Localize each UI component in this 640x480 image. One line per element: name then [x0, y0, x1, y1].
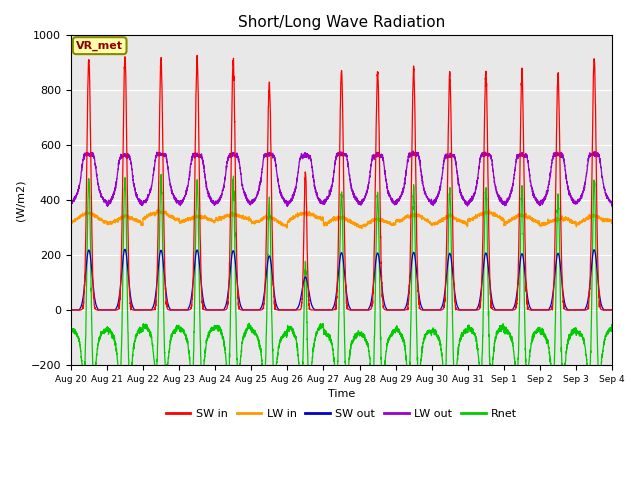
LW in	[609, 217, 616, 223]
SW in	[67, 307, 75, 313]
Rnet	[67, 329, 75, 335]
LW in	[156, 207, 163, 213]
SW out	[493, 307, 501, 313]
Rnet	[321, 330, 329, 336]
SW out	[463, 307, 470, 313]
Rnet	[433, 332, 441, 337]
Line: Rnet: Rnet	[71, 174, 612, 386]
SW in	[433, 307, 441, 313]
Line: SW out: SW out	[71, 249, 612, 310]
LW in	[358, 226, 366, 231]
SW out	[67, 307, 75, 313]
Rnet	[608, 324, 616, 329]
Text: VR_met: VR_met	[76, 40, 123, 51]
SW out	[121, 246, 129, 252]
LW out	[609, 201, 616, 206]
SW in	[193, 52, 201, 58]
Rnet	[609, 324, 616, 329]
X-axis label: Time: Time	[328, 389, 355, 399]
SW out	[608, 307, 616, 313]
Rnet	[369, 384, 376, 389]
Line: LW out: LW out	[71, 151, 612, 206]
LW out	[284, 204, 291, 209]
LW out	[409, 148, 417, 154]
LW out	[433, 196, 441, 202]
Title: Short/Long Wave Radiation: Short/Long Wave Radiation	[238, 15, 445, 30]
SW out	[433, 307, 441, 313]
SW out	[164, 302, 172, 308]
LW out	[164, 166, 172, 171]
SW in	[608, 307, 616, 313]
Line: SW in: SW in	[71, 55, 612, 310]
LW out	[608, 201, 616, 206]
Rnet	[157, 171, 165, 177]
LW in	[608, 217, 616, 223]
LW out	[494, 192, 502, 198]
SW in	[463, 307, 470, 313]
LW in	[164, 213, 172, 219]
LW in	[463, 222, 471, 228]
Line: LW in: LW in	[71, 210, 612, 228]
Y-axis label: (W/m2): (W/m2)	[15, 180, 25, 221]
SW in	[609, 307, 616, 313]
Rnet	[463, 329, 471, 335]
SW out	[321, 307, 329, 313]
SW in	[321, 307, 329, 313]
LW out	[321, 197, 329, 203]
LW in	[494, 215, 502, 220]
SW in	[164, 307, 172, 312]
SW out	[609, 307, 616, 313]
Rnet	[494, 330, 502, 336]
LW out	[463, 200, 471, 205]
LW in	[67, 220, 75, 226]
Rnet	[164, 358, 172, 364]
LW in	[321, 220, 329, 226]
Legend: SW in, LW in, SW out, LW out, Rnet: SW in, LW in, SW out, LW out, Rnet	[161, 405, 522, 423]
SW in	[493, 307, 501, 313]
LW out	[67, 198, 75, 204]
LW in	[433, 220, 441, 226]
